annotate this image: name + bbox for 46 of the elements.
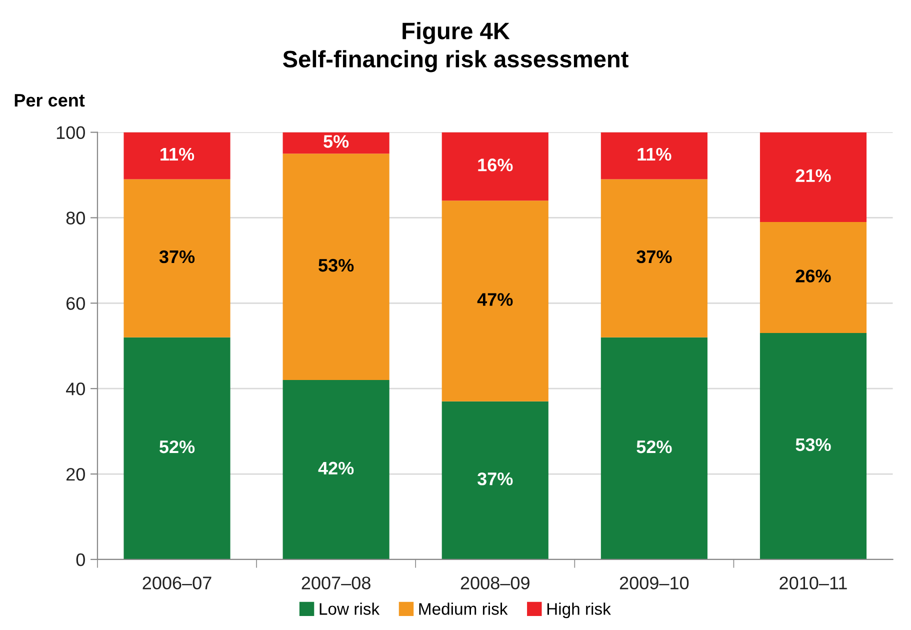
x-tick-label: 2008–09 (460, 576, 530, 590)
chart-title: Figure 4K Self-financing risk assessment (282, 22, 628, 72)
bar (282, 132, 390, 154)
y-tick-label: 60 (66, 297, 85, 310)
data-label: 47% (477, 293, 513, 306)
data-label: 52% (159, 440, 195, 454)
bar (760, 132, 867, 222)
bar (600, 132, 708, 180)
data-label: 11% (638, 148, 672, 161)
y-tick-label: 20 (66, 468, 85, 481)
data-label: 52% (636, 440, 672, 454)
legend-label: Low risk (320, 602, 380, 615)
data-label: 37% (636, 250, 672, 264)
data-label: 37% (159, 250, 195, 264)
y-axis-title: Per cent (14, 94, 85, 107)
legend-label: High risk (547, 602, 611, 618)
data-label: 53% (796, 438, 831, 452)
y-tick-label: 80 (66, 212, 85, 224)
bar (282, 154, 390, 380)
x-tick-label: 2010–11 (780, 576, 847, 590)
data-label: 16% (478, 158, 513, 172)
bar (600, 337, 708, 560)
data-label: 26% (796, 270, 831, 282)
x-tick-label: 2006–07 (142, 576, 212, 590)
bar (442, 132, 548, 201)
data-label: 11% (160, 148, 194, 161)
bar (760, 222, 867, 334)
data-label: 53% (318, 258, 354, 272)
bar (124, 337, 230, 560)
bar (124, 132, 230, 180)
data-label: 42% (318, 462, 354, 475)
bar (600, 179, 708, 338)
y-tick-label: 100 (56, 126, 85, 140)
bar (442, 401, 548, 560)
bar (442, 200, 548, 402)
bar (760, 333, 867, 560)
x-tick-label: 2009–10 (620, 576, 689, 590)
data-label: 5% (324, 135, 349, 148)
x-tick-label: 2007–08 (302, 576, 370, 590)
data-label: 37% (477, 472, 513, 486)
legend-label: Medium risk (419, 602, 508, 615)
y-tick-label: 0 (76, 553, 85, 566)
y-tick-label: 40 (66, 382, 85, 396)
bar (124, 179, 230, 338)
bar (282, 380, 390, 560)
data-label: 21% (796, 169, 831, 182)
